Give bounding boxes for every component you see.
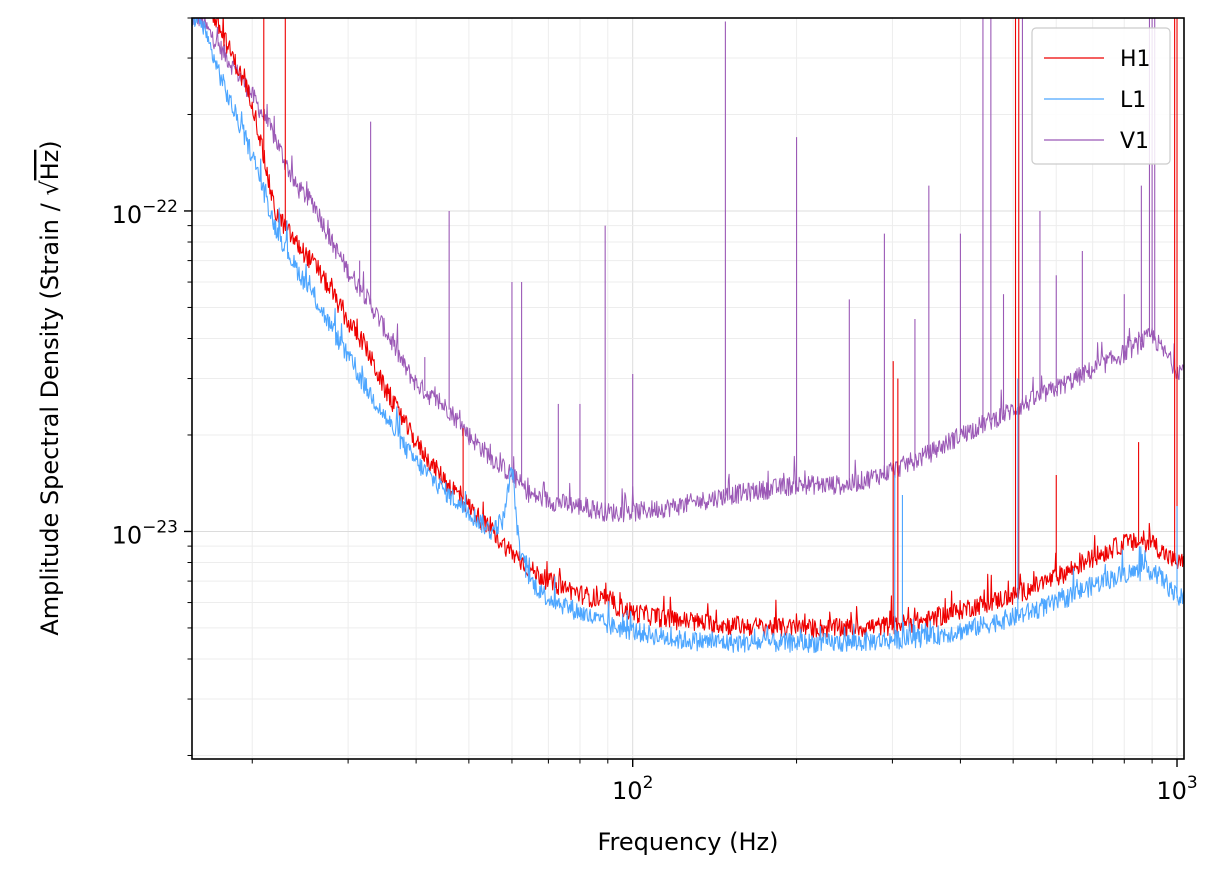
svg-text:Amplitude Spectral Density (St: Amplitude Spectral Density (Strain / √Hz… bbox=[36, 140, 64, 635]
legend-label-h1: H1 bbox=[1120, 47, 1151, 72]
y-tick-label: 10−23 bbox=[112, 517, 178, 549]
axis-ticks: 102 103 10−23 10−22 bbox=[112, 17, 1198, 805]
legend: H1 L1 V1 bbox=[1031, 27, 1171, 165]
y-axis-label-radicand: Hz bbox=[36, 150, 64, 181]
x-tick-label: 103 bbox=[1156, 773, 1197, 805]
y-axis-label-sqrt: √ bbox=[36, 180, 64, 196]
series-group bbox=[192, 18, 1184, 654]
legend-label-l1: L1 bbox=[1120, 88, 1146, 113]
x-axis-label: Frequency (Hz) bbox=[598, 828, 779, 856]
y-axis-label-suffix: ) bbox=[36, 140, 64, 149]
series-line-l1 bbox=[192, 18, 1184, 654]
x-tick-label: 102 bbox=[612, 773, 653, 805]
y-tick-label: 10−22 bbox=[112, 197, 178, 229]
y-axis-label: Amplitude Spectral Density (Strain / √Hz… bbox=[36, 140, 64, 635]
legend-box bbox=[1031, 27, 1171, 165]
series-line-h1 bbox=[212, 18, 1184, 638]
plot-frame bbox=[191, 17, 1185, 760]
series-h1 bbox=[212, 18, 1184, 638]
series-l1 bbox=[192, 18, 1184, 654]
y-axis-label-prefix: Amplitude Spectral Density (Strain / bbox=[36, 196, 64, 636]
legend-label-v1: V1 bbox=[1120, 129, 1149, 154]
